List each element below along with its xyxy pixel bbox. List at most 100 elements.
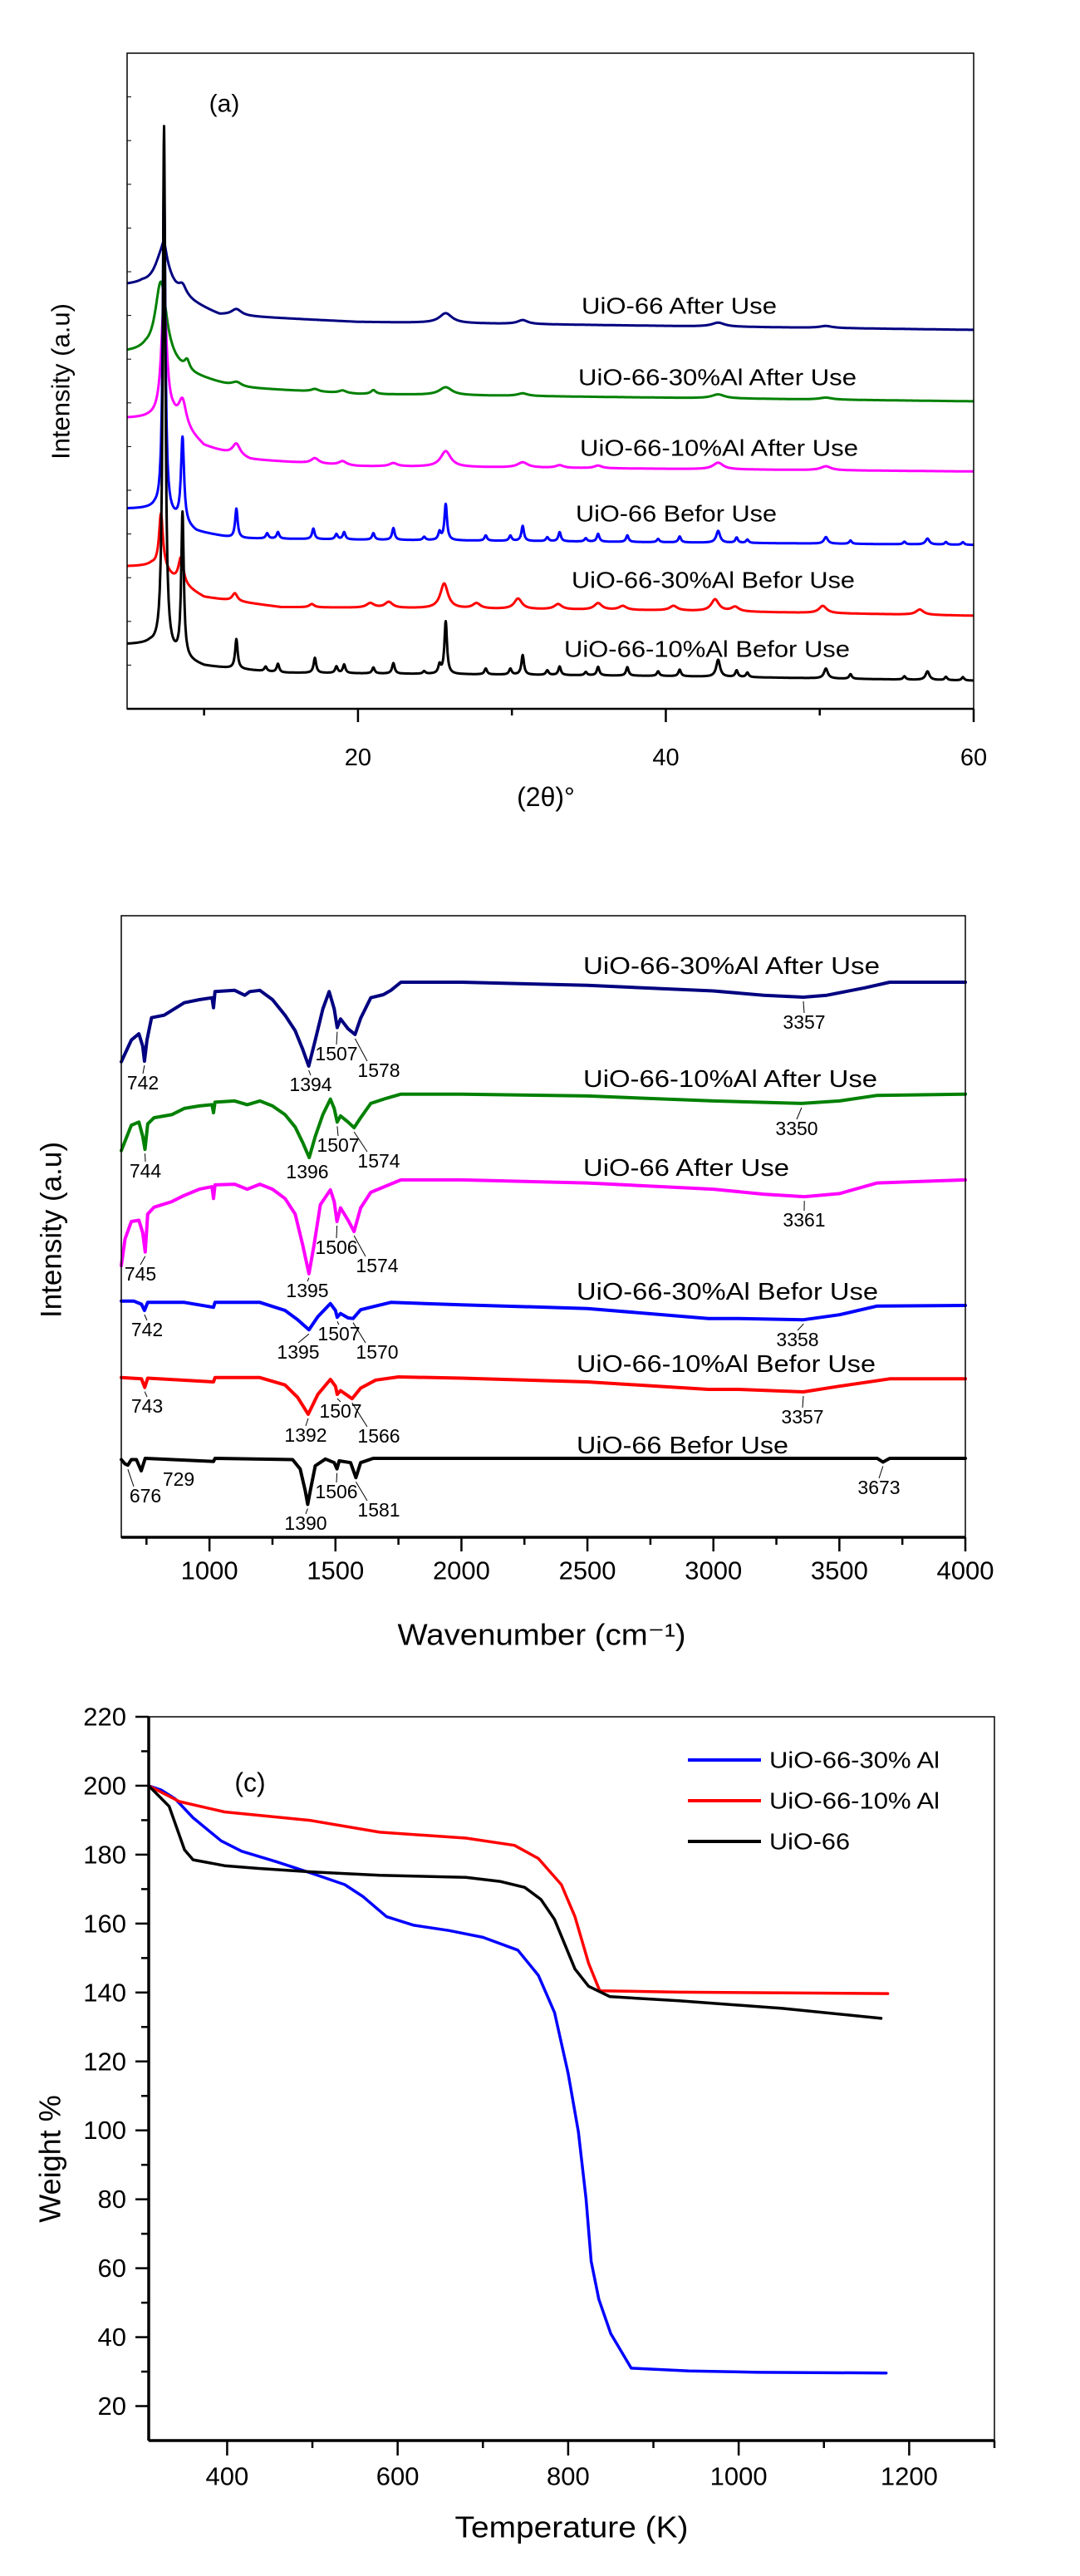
- peak-label: 3673: [857, 1477, 900, 1498]
- peak-leader-line: [336, 1031, 338, 1045]
- ftir-trace-5: [120, 1375, 967, 1416]
- peak-label: 1570: [356, 1341, 398, 1363]
- peak-label: 1566: [357, 1425, 400, 1447]
- peak-label: 3350: [775, 1118, 817, 1139]
- peak-label: 1395: [277, 1341, 319, 1363]
- y-tick-label: 120: [83, 2047, 126, 2076]
- legend-item: UiO-66-30% Al: [688, 1748, 940, 1773]
- peak-leader-line: [351, 1402, 368, 1428]
- peak-leader-line: [797, 1323, 804, 1331]
- x-tick-label: 20: [345, 745, 371, 771]
- peak-leader-line: [336, 1126, 339, 1137]
- y-tick-label: 140: [83, 1978, 126, 2007]
- peak-label: 3361: [783, 1209, 825, 1231]
- x-tick-label: 1200: [881, 2462, 938, 2491]
- ftir-trace-3: [120, 1177, 967, 1276]
- y-tick-label: 100: [83, 2116, 126, 2145]
- peak-leader-line: [354, 1038, 368, 1062]
- peak-leader-line: [144, 1391, 148, 1398]
- peak-leader-line: [803, 1000, 805, 1014]
- xrd-series-label: UiO-66-30%Al Befor Use: [572, 568, 855, 593]
- peak-leader-line: [145, 1153, 146, 1163]
- peak-label: 3357: [783, 1011, 825, 1033]
- xrd-y-axis-label: Intensity (a.u): [47, 303, 76, 460]
- peak-leader-line: [307, 1277, 310, 1282]
- ftir-chart: 1000 1500 2000 2500 3000 3500 4000 742 1394 1507…: [36, 915, 994, 1652]
- x-tick-label: 2000: [433, 1556, 490, 1585]
- peak-leader-line: [336, 1472, 338, 1483]
- tga-y-axis-label: Weight %: [33, 2095, 67, 2222]
- xrd-series-label: UiO-66 Befor Use: [576, 501, 777, 527]
- xrd-series-label: UiO-66 After Use: [582, 293, 777, 319]
- xrd-trace-3: [125, 298, 975, 473]
- ftir-trace-1: [120, 981, 967, 1068]
- y-tick-label: 80: [98, 2185, 126, 2214]
- peak-label: 1394: [289, 1074, 331, 1095]
- ftir-series-label: UiO-66 After Use: [583, 1155, 789, 1182]
- xrd-trace-5: [125, 512, 975, 617]
- x-tick-label: 4000: [937, 1556, 994, 1585]
- peak-leader-line: [353, 1131, 368, 1153]
- peak-label: 1506: [315, 1481, 357, 1502]
- x-tick-label: 1000: [710, 2462, 768, 2491]
- xrd-series-label: UiO-66-30%Al After Use: [578, 365, 857, 391]
- legend-label: UiO-66: [769, 1829, 850, 1855]
- x-tick-label: 60: [960, 745, 987, 771]
- peak-label: 742: [127, 1072, 159, 1094]
- peak-leader-line: [305, 1508, 308, 1515]
- y-tick-label: 220: [83, 1703, 126, 1732]
- xrd-trace-2: [125, 280, 975, 403]
- legend-item: UiO-66-10% Al: [688, 1788, 940, 1814]
- x-tick-label: 40: [652, 745, 679, 771]
- ftir-trace-2: [120, 1092, 967, 1159]
- legend-label: UiO-66-10% Al: [769, 1788, 940, 1814]
- ftir-trace-4: [120, 1299, 967, 1332]
- peak-leader-line: [353, 1235, 366, 1257]
- peak-leader-line: [796, 1107, 803, 1120]
- peak-label: 729: [163, 1468, 194, 1490]
- tga-curve-1: [147, 1784, 888, 2375]
- peak-leader-line: [352, 1322, 366, 1344]
- peak-label: 1396: [286, 1161, 328, 1182]
- x-tick-label: 1500: [307, 1556, 364, 1585]
- peak-leader-line: [144, 1314, 148, 1321]
- tga-chart: 400 600 800 1000 1200 20 40 60 80 100 120 140 160 180…: [33, 1703, 996, 2544]
- tga-legend: UiO-66-30% Al UiO-66-10% Al UiO-66: [688, 1748, 940, 1855]
- xrd-trace-6: [125, 125, 975, 682]
- peak-label: 742: [131, 1319, 163, 1340]
- peak-label: 1578: [357, 1059, 400, 1081]
- x-tick-label: 1000: [181, 1556, 238, 1585]
- peak-label: 1507: [315, 1043, 357, 1064]
- peak-label: 1507: [317, 1323, 360, 1345]
- xrd-series-group: [125, 125, 975, 682]
- ftir-series-label: UiO-66-10%Al Befor Use: [577, 1351, 876, 1378]
- ftir-series-label: UiO-66 Befor Use: [577, 1433, 788, 1459]
- peak-label: 743: [131, 1395, 163, 1417]
- x-tick-label: 2500: [559, 1556, 616, 1585]
- peak-leader-line: [355, 1481, 368, 1502]
- xrd-series-label: UiO-66-10%Al After Use: [580, 435, 858, 461]
- y-tick-label: 180: [83, 1840, 126, 1869]
- peak-label: 1392: [284, 1424, 326, 1446]
- peak-leader-line: [305, 1418, 309, 1427]
- tga-x-axis-label: Temperature (K): [455, 2510, 689, 2544]
- peak-label: 744: [130, 1160, 162, 1182]
- peak-leader-line: [142, 1064, 145, 1074]
- xrd-trace-1: [125, 239, 975, 332]
- y-tick-label: 60: [98, 2254, 126, 2283]
- peak-label: 1581: [357, 1499, 400, 1521]
- tga-curve-2: [147, 1784, 890, 1995]
- peak-leader-line: [308, 1069, 312, 1076]
- ftir-series-label: UiO-66-30%Al After Use: [583, 953, 880, 980]
- peak-leader-line: [336, 1320, 340, 1325]
- x-tick-label: 800: [547, 2462, 590, 2491]
- ftir-ticks: 1000 1500 2000 2500 3000 3500 4000: [145, 1537, 994, 1585]
- ftir-series-label: UiO-66-30%Al Befor Use: [577, 1279, 878, 1305]
- tga-panel-label: (c): [234, 1767, 265, 1797]
- peak-label: 1574: [357, 1150, 400, 1172]
- peak-leader-line: [336, 1225, 338, 1239]
- x-tick-label: 3500: [811, 1556, 868, 1585]
- xrd-x-axis-label: (2θ)°: [517, 782, 575, 812]
- peak-label: 1507: [317, 1134, 359, 1156]
